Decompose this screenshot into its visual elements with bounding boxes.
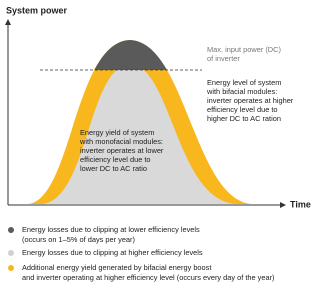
legend-marker <box>8 250 14 256</box>
monofacial-text: inverter operates at lower <box>80 146 164 155</box>
bifacial-text: inverter operates at higher <box>207 96 294 105</box>
bifacial-text: with bifacial modules: <box>206 87 277 96</box>
bifacial-text: efficiency level due to <box>207 105 278 114</box>
legend-text: Energy losses due to clipping at lower e… <box>22 225 200 234</box>
x-label: Time <box>290 199 311 209</box>
legend-text: (occurs on 1–5% of days per year) <box>22 235 135 244</box>
monofacial-text: lower DC to AC ratio <box>80 164 147 173</box>
monofacial-text: with monofacial modules: <box>79 137 163 146</box>
x-arrow <box>280 202 286 208</box>
bifacial-text: Energy level of system <box>207 78 281 87</box>
legend-marker <box>8 265 14 271</box>
clipping-loss-lower <box>94 40 167 70</box>
max_input-text: of inverter <box>207 54 240 63</box>
max_input-text: Max. input power (DC) <box>207 45 281 54</box>
monofacial-curve <box>42 70 236 204</box>
y-label: System power <box>6 5 68 15</box>
legend: Energy losses due to clipping at lower e… <box>8 225 275 282</box>
legend-text: Energy losses due to clipping at higher … <box>22 248 203 257</box>
legend-text: and inverter operating at higher efficie… <box>22 273 275 282</box>
legend-text: Additional energy yield generated by bif… <box>22 263 211 272</box>
bifacial-text: higher DC to AC ration <box>207 114 281 123</box>
monofacial-text: Energy yield of system <box>80 128 154 137</box>
legend-marker <box>8 227 14 233</box>
annotations: Max. input power (DC)of inverter Energy l… <box>79 45 294 173</box>
y-arrow <box>5 19 11 25</box>
monofacial-text: efficiency level due to <box>80 155 151 164</box>
